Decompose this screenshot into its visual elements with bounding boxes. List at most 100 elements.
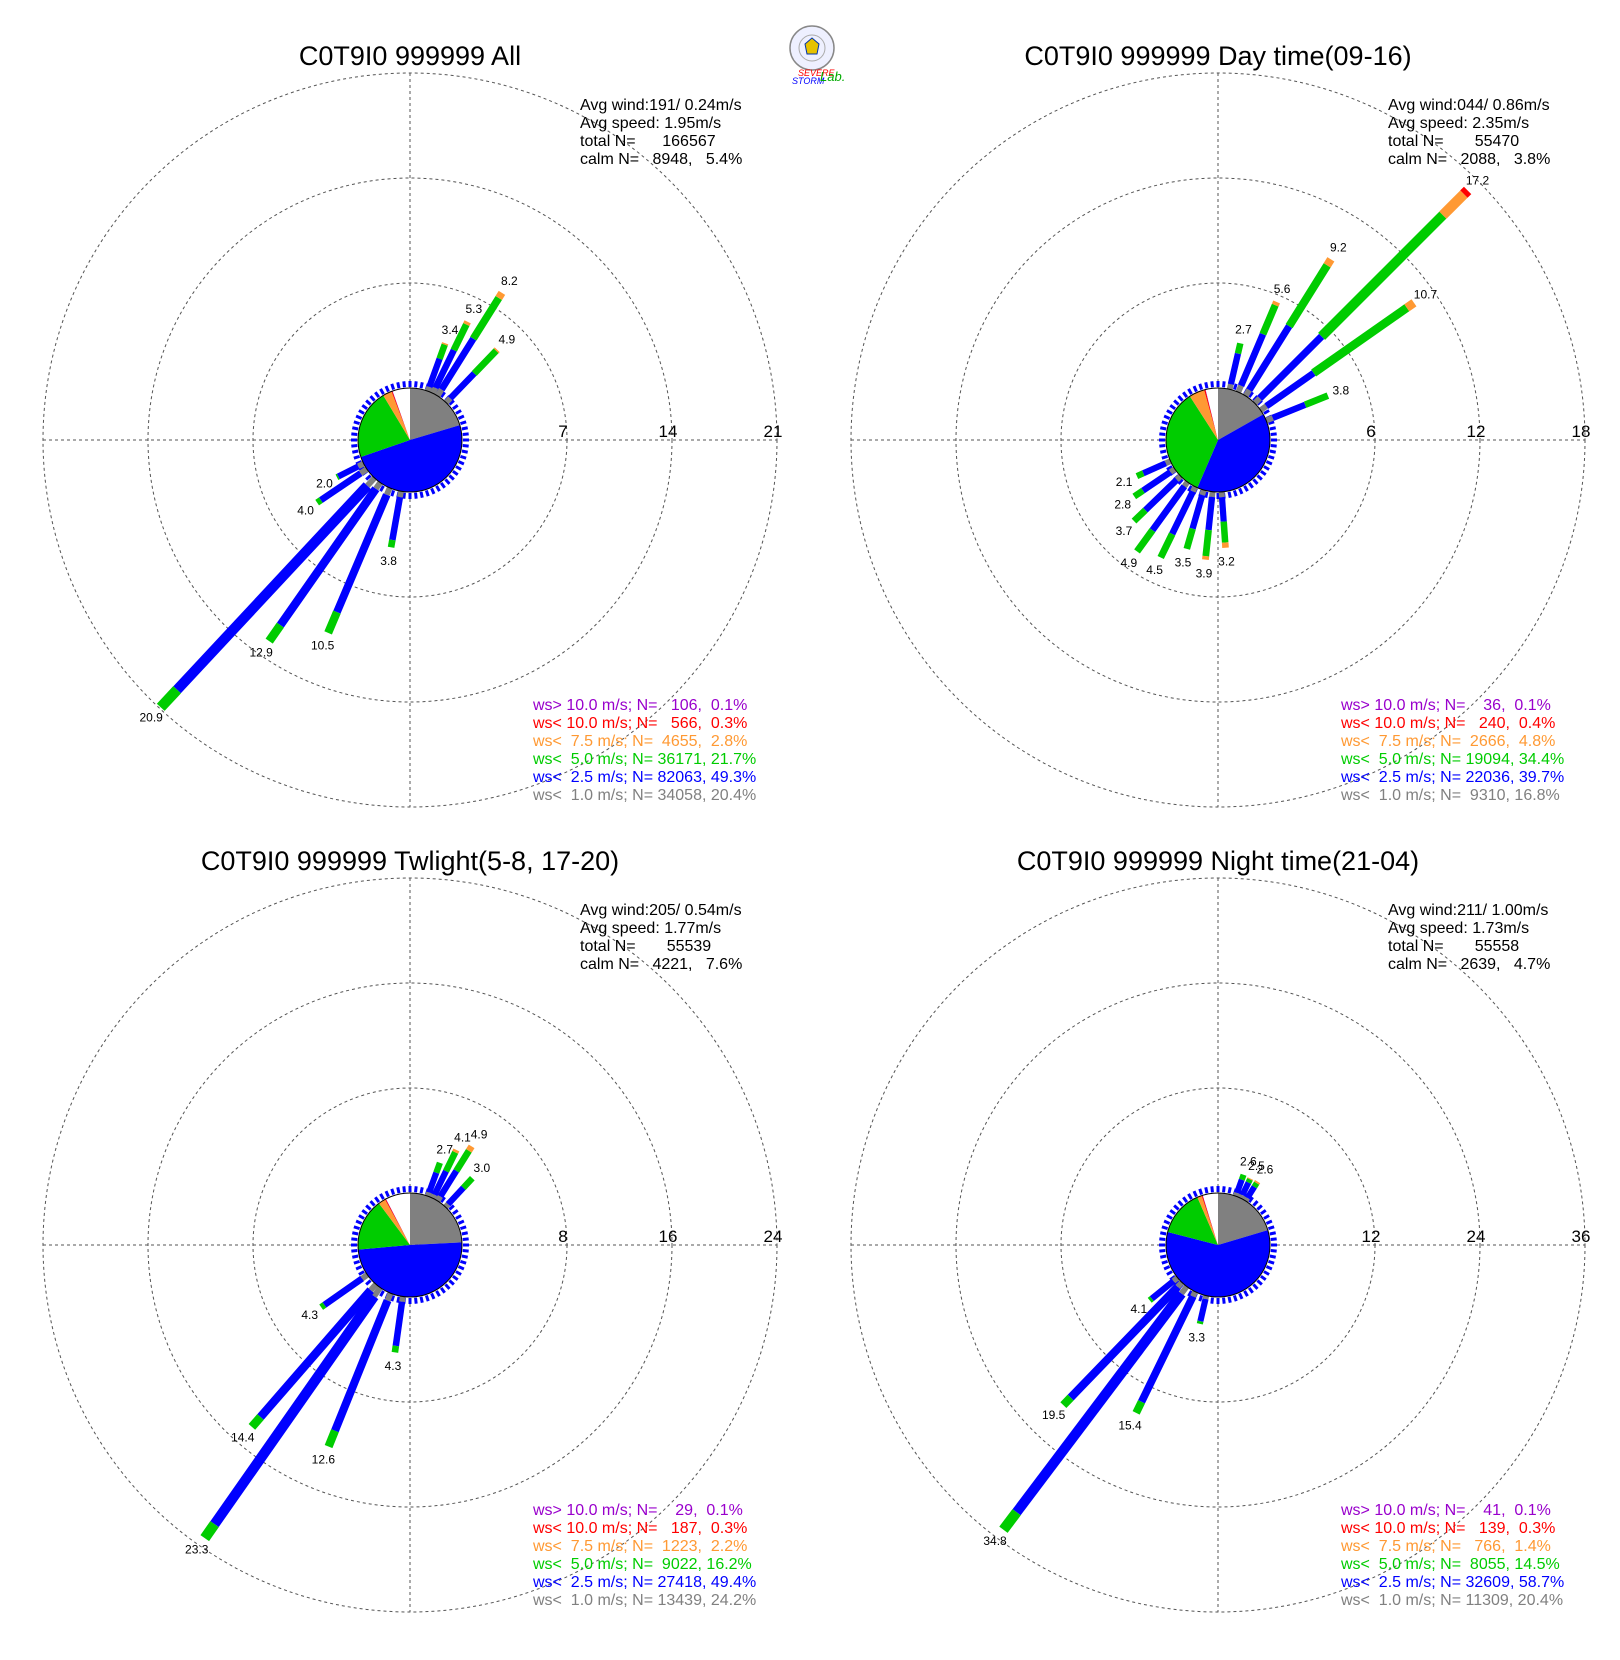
legend-entry-5: ws< 2.5 m/s; N= 32609, 58.7% <box>1340 1574 1564 1591</box>
wind-bar-segment <box>1243 388 1252 398</box>
direction-tick <box>1192 1190 1198 1198</box>
pie-slice-orange <box>1197 1195 1218 1245</box>
wind-bar-segment <box>471 348 499 376</box>
direction-tick <box>1177 395 1184 402</box>
direction-tick <box>439 481 446 489</box>
wind-bar-segment <box>1164 458 1172 466</box>
wind-bar-label: 2.1 <box>1116 475 1133 489</box>
pie-slice-blue <box>1165 1230 1270 1297</box>
wind-bar-segment <box>1303 392 1330 408</box>
wind-bar-segment <box>426 357 443 388</box>
direction-tick <box>358 409 365 415</box>
wind-bar-segment <box>1132 487 1145 500</box>
stat-avg-wind: Avg wind:191/ 0.24m/s <box>580 97 742 114</box>
pie-outline <box>357 387 463 493</box>
wind-bar-segment <box>368 1282 379 1293</box>
wind-bar-segment <box>335 473 340 480</box>
direction-tick <box>353 1225 361 1231</box>
wind-bar-segment <box>389 496 404 541</box>
wind-bar-246: 2.1 <box>1116 458 1172 489</box>
wind-bar-188: 4.3 <box>385 1296 406 1373</box>
direction-tick <box>461 1254 469 1259</box>
direction-tick <box>414 381 418 388</box>
direction-tick <box>1159 1237 1166 1241</box>
wind-bar-196: 3.5 <box>1175 489 1207 569</box>
direction-tick <box>455 1214 462 1220</box>
wind-bar-segment <box>1141 469 1173 494</box>
wind-bar-label: 4.3 <box>301 1308 318 1322</box>
wind-bar-segment <box>1271 401 1307 421</box>
direction-tick <box>396 1186 401 1194</box>
legend-entry-5: ws< 2.5 m/s; N= 82063, 49.3% <box>532 769 756 786</box>
wind-bar-43: 3.0 <box>443 1161 491 1209</box>
wind-bar-243: 2.0 <box>316 461 365 491</box>
stat-total: total N= 55470 <box>1388 133 1519 150</box>
wind-bar-segment <box>1147 1296 1154 1303</box>
direction-tick <box>1177 1200 1184 1207</box>
wind-bar-segment <box>426 1171 440 1194</box>
ring-label-1: 6 <box>1366 422 1375 441</box>
direction-tick <box>439 1286 446 1294</box>
wind-bar-32: 8.2 <box>435 274 518 398</box>
wind-bar-segment <box>1265 415 1274 424</box>
pie-slice-green <box>1167 1197 1218 1245</box>
panel-title: C0T9I0 999999 All <box>299 41 521 71</box>
stat-total: total N= 55539 <box>580 938 711 955</box>
direction-tick <box>457 460 465 466</box>
direction-tick <box>390 1294 396 1302</box>
pie-slice-purple <box>392 390 410 440</box>
direction-tick <box>457 414 465 420</box>
pie-slice-green <box>358 1203 410 1250</box>
legend-entry-2: ws< 10.0 m/s; N= 240, 0.4% <box>1340 715 1555 732</box>
speed-pie <box>1165 1192 1271 1298</box>
direction-tick <box>414 1297 418 1304</box>
wind-bar-segment <box>1239 1181 1252 1197</box>
direction-tick <box>1269 449 1277 454</box>
pie-outline <box>357 1192 463 1298</box>
speed-pie <box>357 387 463 493</box>
wind-bar-label: 23.3 <box>185 1543 209 1557</box>
wind-bar-label: 8.2 <box>501 274 518 288</box>
direction-tick <box>396 381 401 389</box>
legend-entry-4: ws< 5.0 m/s; N= 9022, 16.2% <box>532 1556 752 1573</box>
ring-label-2: 24 <box>1467 1227 1486 1246</box>
wind-bar-segment <box>1238 1173 1247 1181</box>
direction-tick <box>419 491 424 499</box>
panel-title: C0T9I0 999999 Night time(21-04) <box>1017 846 1419 876</box>
direction-tick <box>451 1274 459 1281</box>
direction-tick <box>1198 383 1204 391</box>
legend-entry-1: ws> 10.0 m/s; N= 106, 0.1% <box>532 697 747 714</box>
direction-tick <box>1227 1186 1232 1194</box>
wind-bar-236: 4.0 <box>297 466 369 517</box>
wind-bar-segment <box>333 493 391 614</box>
direction-tick <box>451 404 459 411</box>
wind-bar-23: 5.6 <box>1235 282 1291 394</box>
direction-tick <box>430 487 436 495</box>
direction-tick <box>1192 385 1198 393</box>
wind-bar-20: 2.6 <box>1233 1155 1257 1198</box>
direction-tick <box>396 1296 401 1304</box>
wind-bar-segment <box>1183 527 1196 550</box>
direction-tick <box>439 391 446 399</box>
wind-bar-segment <box>452 1148 460 1154</box>
ring-label-2: 14 <box>659 422 678 441</box>
direction-tick <box>1265 1265 1273 1271</box>
direction-tick <box>1269 1231 1277 1236</box>
wind-bar-label: 4.9 <box>471 1127 488 1141</box>
direction-tick <box>390 1188 396 1196</box>
wind-bar-segment <box>1233 1191 1240 1198</box>
stat-calm: calm N= 4221, 7.6% <box>580 956 742 973</box>
direction-tick <box>1161 1225 1169 1231</box>
ring-label-3: 24 <box>764 1227 783 1246</box>
wind-bar-190: 3.8 <box>380 490 404 568</box>
wind-bar-segment <box>265 622 284 644</box>
direction-tick <box>351 1231 359 1236</box>
wind-bar-segment <box>391 1345 400 1353</box>
stat-calm: calm N= 2088, 3.8% <box>1388 151 1550 168</box>
wind-bar-segment <box>431 1169 449 1197</box>
wind-bar-segment <box>1202 1295 1210 1300</box>
pie-slice-orange <box>378 1199 410 1245</box>
wind-bar-235: 4.3 <box>301 1272 370 1322</box>
wind-bar-segment <box>438 336 477 392</box>
wind-bar-segment <box>450 322 470 352</box>
